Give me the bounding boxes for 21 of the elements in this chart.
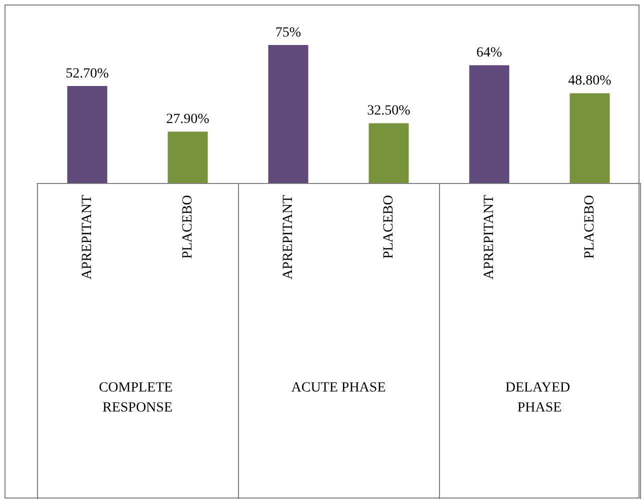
text: COMPLETE RESPONSE [98, 380, 176, 416]
text: DELAYED PHASE [505, 380, 574, 416]
data-label: 52.70% [66, 66, 110, 82]
bar [168, 132, 208, 183]
x-tick-label: PLACEBO [582, 195, 598, 259]
x-tick-label: APREPITANT [280, 194, 296, 280]
x-tick-label: APREPITANT [482, 194, 497, 280]
data-label: 48.80% [568, 74, 612, 89]
data-label: 27.90% [166, 112, 210, 128]
x-tick-label: PLACEBO [381, 195, 396, 259]
bar [570, 93, 610, 183]
x-tick-label: PLACEBO [180, 195, 196, 259]
data-label: 75% [275, 26, 302, 40]
bar [368, 123, 409, 183]
data-label: 64% [476, 46, 502, 61]
x-tick-label: APREPITANT [80, 194, 95, 280]
bar [67, 86, 108, 183]
bar [268, 45, 308, 183]
text: ACUTE PHASE [291, 380, 386, 396]
data-label: 32.50% [367, 104, 411, 119]
bar [469, 65, 510, 183]
